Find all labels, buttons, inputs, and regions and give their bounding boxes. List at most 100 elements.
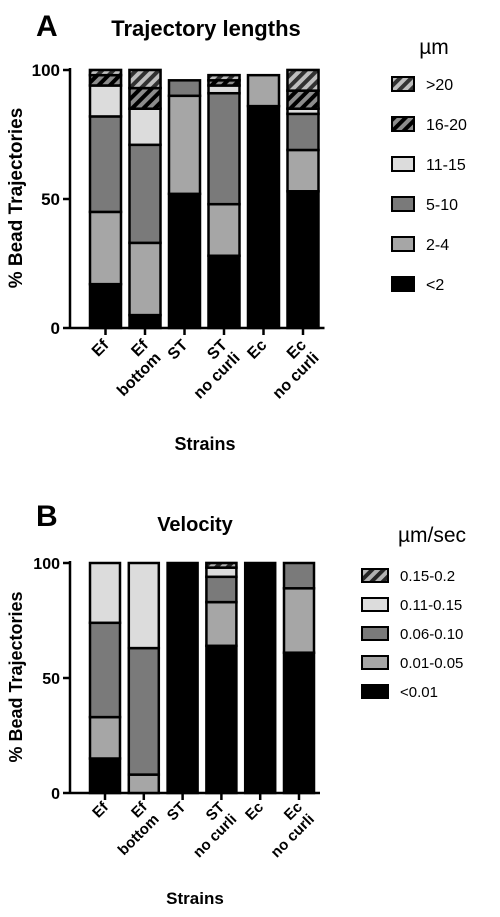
x-tick-label: Ecno curli [256, 799, 318, 861]
bar-segment [205, 566, 238, 579]
legend-label: 0.15-0.2 [400, 568, 455, 585]
y-tick-label: 100 [33, 556, 60, 573]
panel-letter: A [36, 10, 58, 43]
bar-segment [207, 202, 241, 258]
bars [88, 68, 320, 330]
y-tick-label: 50 [41, 190, 60, 209]
x-tick-label: Ec [242, 799, 267, 824]
bar-segment [127, 646, 161, 776]
legend-label: 2-4 [426, 237, 449, 254]
bar-segment [128, 241, 162, 317]
panel-b: B Velocity % Bead Trajectories Strains µ… [6, 500, 466, 908]
x-tick-label: Ec [244, 337, 270, 363]
legend-swatch [361, 655, 389, 670]
bar-segment [127, 773, 161, 795]
chart-title: Trajectory lengths [111, 16, 301, 41]
bar-segment-hatch [286, 89, 320, 110]
legend-label: <0.01 [400, 684, 438, 701]
bar-segment [243, 561, 277, 795]
x-tick-label: Efbottom [103, 798, 164, 859]
bar-segment [88, 210, 123, 286]
x-tick-labels: Ef Efbottom ST STno curli Ec Ecno curli [89, 793, 318, 861]
bar-segment [207, 91, 241, 206]
x-axis-label: Strains [174, 434, 235, 454]
bar-segment [88, 757, 122, 795]
legend-title: µm/sec [398, 524, 466, 547]
legend-label: 16-20 [426, 117, 467, 134]
legend-label: 0.01-0.05 [400, 655, 463, 672]
bar-segment [205, 575, 238, 604]
panel-a: A Trajectory lengths % Bead Trajectories… [6, 10, 467, 454]
bar-segment-hatch [207, 73, 241, 82]
legend-swatch-hatch [391, 76, 415, 92]
bar-segment [246, 73, 281, 108]
legend-label: <2 [426, 277, 444, 294]
x-axis-label: Strains [166, 889, 224, 908]
x-tick-labels: Ef Efbottom ST STno curli Ec Ecno curli [89, 328, 323, 402]
legend-swatch [391, 156, 415, 172]
legend-label: 11-15 [426, 157, 466, 174]
bar-segment [88, 115, 123, 214]
y-tick-label: 0 [51, 319, 60, 338]
legend-swatch-hatch [391, 116, 415, 132]
y-axis-label: % Bead Trajectories [6, 108, 27, 289]
legend-swatch [361, 626, 389, 641]
bar-segment-hatch [88, 68, 123, 77]
bar-segment [128, 143, 162, 245]
bar-segment [167, 192, 202, 330]
bar-segment [282, 561, 316, 590]
legend-swatch [361, 684, 389, 699]
legend: 0.15-0.2 0.11-0.15 0.06-0.10 0.01-0.05 <0.01 [361, 568, 463, 701]
bar-segment [128, 107, 162, 147]
legend-swatch-hatch [361, 568, 389, 583]
bar-segment-hatch [128, 86, 162, 110]
bar-segment [286, 148, 320, 193]
legend-label: 5-10 [426, 197, 458, 214]
bar-segment-hatch [205, 561, 238, 569]
bar-segment [167, 94, 202, 196]
bar-segment [88, 84, 123, 118]
y-tick-label: 50 [42, 671, 60, 688]
y-axis-label: % Bead Trajectories [6, 591, 26, 762]
bar-segment-hatch [128, 68, 162, 90]
bar-segment-hatch [88, 73, 123, 87]
legend-swatch [391, 276, 415, 292]
legend: >20 16-20 11-15 5-10 2-4 <2 [391, 76, 467, 294]
bars [88, 561, 316, 795]
bar-segment [282, 587, 316, 654]
bar-segment [246, 104, 281, 330]
bar-segment [88, 621, 122, 719]
bar-segment [88, 282, 123, 330]
x-tick-label: Ef [89, 336, 113, 360]
chart-title: Velocity [157, 514, 233, 536]
bar-segment [127, 561, 161, 650]
bar-segment [88, 715, 122, 760]
y-tick-label: 100 [32, 61, 60, 80]
panel-letter: B [36, 500, 58, 533]
legend-label: 0.06-0.10 [400, 626, 463, 643]
bar-segment [166, 561, 199, 795]
bar-segment-hatch [286, 68, 320, 92]
y-tick-label: 0 [51, 786, 60, 803]
x-tick-label: Efbottom [101, 336, 165, 400]
bar-segment [88, 561, 122, 625]
x-tick-label: Ef [89, 798, 112, 821]
bar-segment [205, 600, 238, 648]
bar-segment [167, 79, 202, 98]
x-tick-label: ST [164, 799, 190, 825]
bar-segment [205, 644, 238, 795]
legend-title: µm [419, 36, 449, 59]
legend-swatch [361, 597, 389, 612]
x-tick-label: STno curli [178, 799, 240, 861]
bar-segment [282, 651, 316, 795]
x-tick-label: ST [165, 337, 192, 364]
bar-segment [128, 313, 162, 330]
legend-swatch [391, 196, 415, 212]
bar-segment [207, 254, 241, 330]
legend-label: >20 [426, 77, 453, 94]
bar-segment [286, 190, 320, 330]
legend-swatch [391, 236, 415, 252]
legend-label: 0.11-0.15 [400, 597, 462, 614]
bar-segment [286, 112, 320, 152]
